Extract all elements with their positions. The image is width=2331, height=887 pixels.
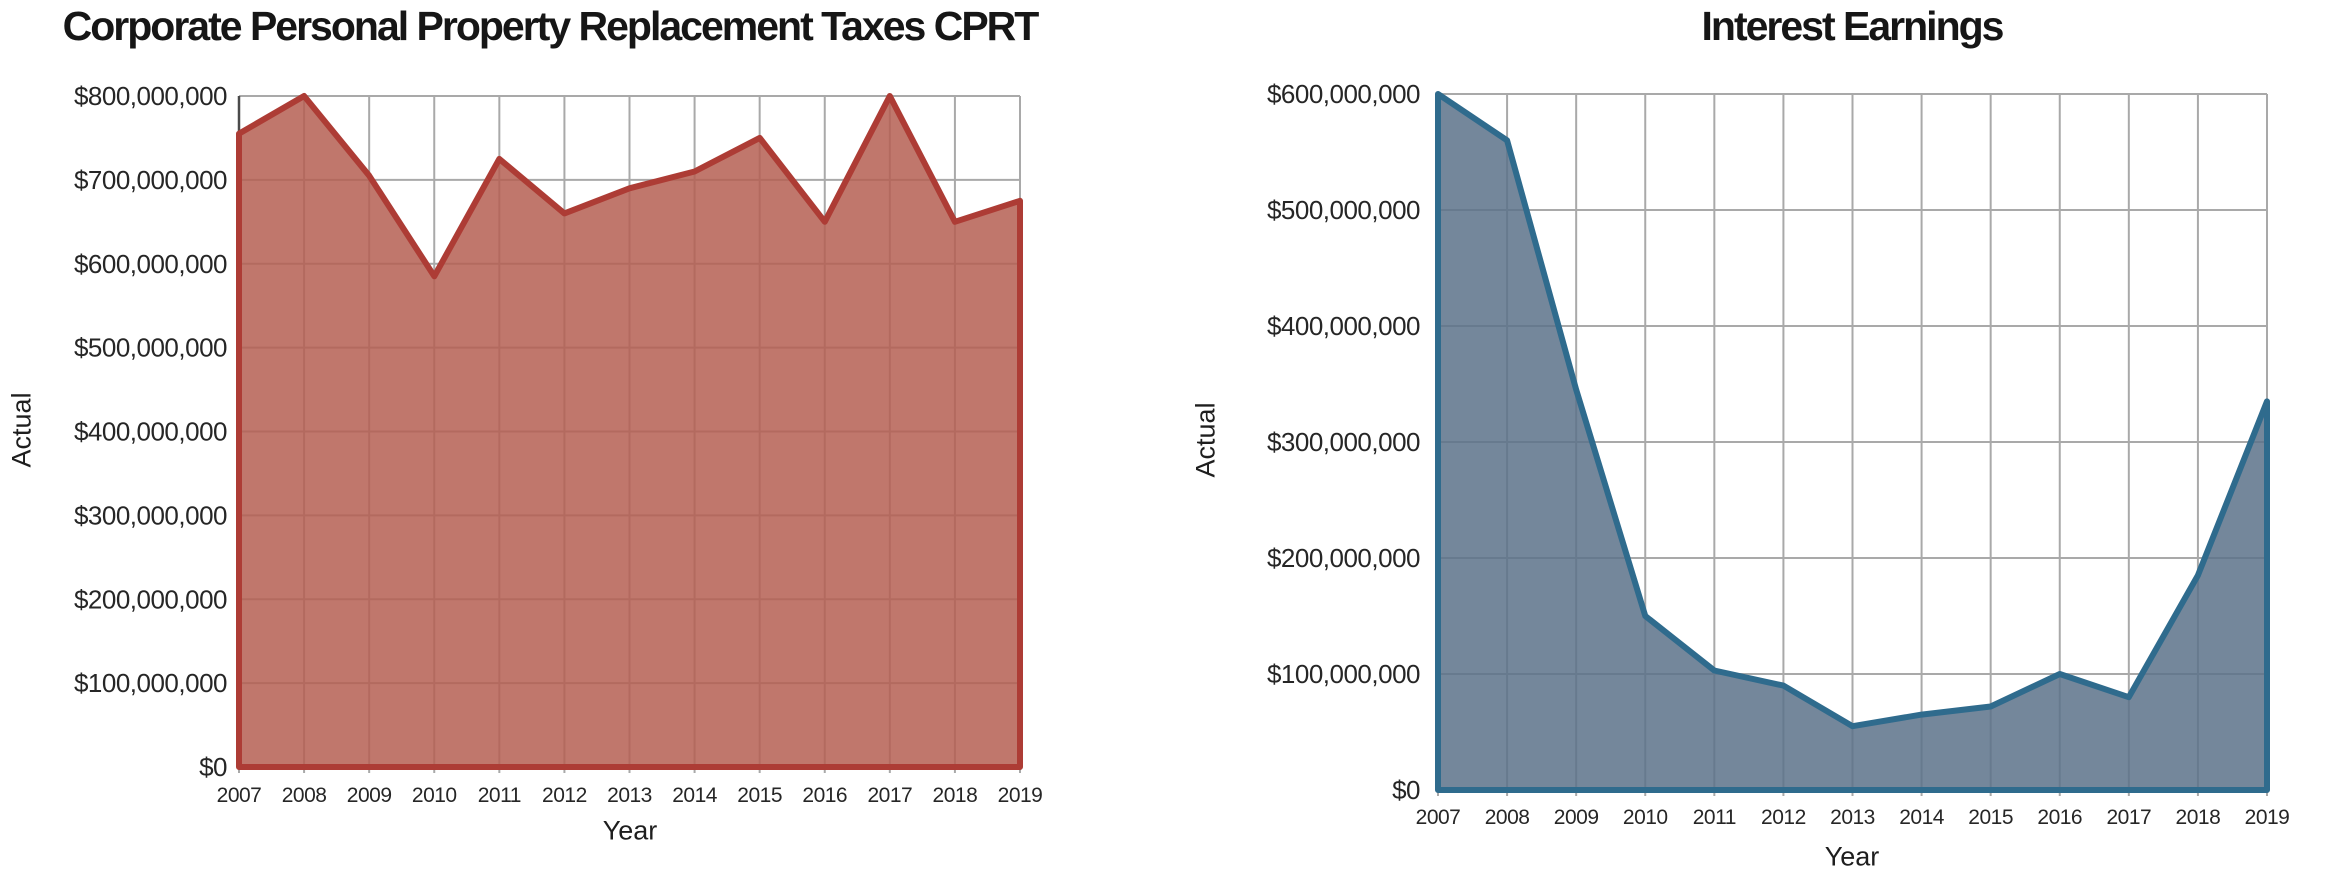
y-tick-label: $200,000,000 bbox=[1267, 543, 1420, 573]
y-tick-label: $0 bbox=[1392, 775, 1420, 805]
x-tick-label: 2019 bbox=[2245, 806, 2290, 829]
chart-title-interest-earnings: Interest Earnings bbox=[1701, 3, 2005, 49]
y-tick-label: $500,000,000 bbox=[74, 333, 227, 363]
y-tick-label: $400,000,000 bbox=[74, 417, 227, 447]
x-tick-label: 2008 bbox=[282, 784, 327, 807]
x-tick-label: 2012 bbox=[542, 784, 587, 807]
y-tick-label: $200,000,000 bbox=[74, 584, 227, 614]
x-tick-label: 2016 bbox=[802, 784, 847, 807]
y-tick-label: $700,000,000 bbox=[74, 165, 227, 195]
x-tick-label: 2014 bbox=[672, 784, 718, 807]
x-tick-label: 2010 bbox=[1623, 806, 1668, 829]
x-axis-title-cprt: Year bbox=[602, 815, 658, 846]
y-tick-label: $0 bbox=[199, 752, 227, 782]
chart-1: $0 $100,000,000 $200,000,000 $300,000,000 $4… bbox=[1267, 79, 2290, 829]
x-tick-label: 2016 bbox=[2037, 806, 2082, 829]
x-tick-label: 2019 bbox=[998, 784, 1043, 807]
chart-0: $0 $100,000,000 $200,000,000 $300,000,000 $4… bbox=[74, 81, 1043, 807]
y-tick-label: $100,000,000 bbox=[74, 668, 227, 698]
y-tick-label: $500,000,000 bbox=[1267, 195, 1420, 225]
x-tick-label: 2017 bbox=[2106, 806, 2151, 829]
y-tick-label: $400,000,000 bbox=[1267, 311, 1420, 341]
x-tick-label: 2009 bbox=[1554, 806, 1599, 829]
x-tick-label: 2011 bbox=[1693, 806, 1736, 829]
area-series bbox=[1435, 91, 2270, 793]
x-tick-label: 2014 bbox=[1899, 806, 1945, 829]
area-series bbox=[236, 93, 1023, 770]
x-tick-label: 2015 bbox=[737, 784, 782, 807]
x-tick-label: 2013 bbox=[607, 784, 652, 807]
x-tick-label: 2008 bbox=[1485, 806, 1530, 829]
y-tick-label: $600,000,000 bbox=[74, 249, 227, 279]
x-tick-label: 2018 bbox=[2176, 806, 2221, 829]
x-tick-label: 2018 bbox=[933, 784, 978, 807]
x-axis-title-interest-earnings: Year bbox=[1824, 841, 1880, 872]
y-tick-label: $300,000,000 bbox=[1267, 427, 1420, 457]
x-tick-label: 2010 bbox=[412, 784, 457, 807]
chart-title-cprt: Corporate Personal Property Replacement … bbox=[62, 3, 1040, 49]
y-tick-label: $800,000,000 bbox=[74, 81, 227, 111]
x-tick-label: 2007 bbox=[1416, 806, 1461, 829]
x-tick-label: 2013 bbox=[1830, 806, 1875, 829]
x-tick-label: 2009 bbox=[347, 784, 392, 807]
x-tick-label: 2012 bbox=[1761, 806, 1806, 829]
x-tick-label: 2015 bbox=[1968, 806, 2013, 829]
x-tick-label: 2007 bbox=[217, 784, 262, 807]
y-tick-label: $600,000,000 bbox=[1267, 79, 1420, 109]
x-tick-label: 2017 bbox=[867, 784, 912, 807]
x-tick-label: 2011 bbox=[478, 784, 521, 807]
y-tick-label: $100,000,000 bbox=[1267, 659, 1420, 689]
y-tick-label: $300,000,000 bbox=[74, 500, 227, 530]
